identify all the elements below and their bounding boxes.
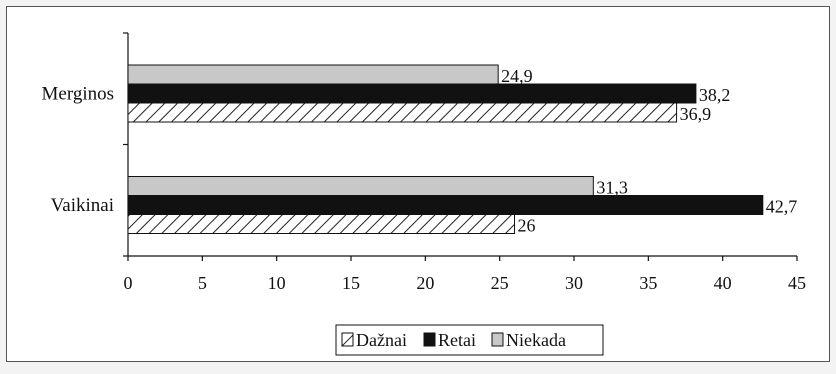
x-tick-label: 25 — [491, 273, 509, 293]
data-label: 38,2 — [699, 85, 731, 105]
bar-niekada — [127, 64, 499, 85]
legend-label: Niekada — [506, 330, 566, 350]
legend-box — [335, 324, 604, 356]
data-label: 26 — [518, 216, 536, 236]
legend-swatch-niekada — [491, 332, 504, 347]
data-label: 31,3 — [596, 178, 628, 198]
bar-retai — [127, 195, 764, 215]
data-label: 42,7 — [766, 197, 798, 217]
bar-dažnai — [127, 102, 678, 123]
x-tick-label: 40 — [714, 273, 732, 293]
x-tick-label: 30 — [565, 273, 583, 293]
data-label: 36,9 — [680, 104, 712, 124]
legend: Dažnai Retai Niekada — [335, 324, 604, 356]
x-tick-label: 20 — [416, 273, 434, 293]
x-tick-label: 35 — [639, 273, 657, 293]
x-tick-label: 15 — [342, 273, 360, 293]
x-tick-label: 10 — [268, 273, 286, 293]
bar-dažnai — [127, 214, 516, 234]
bar-retai — [127, 83, 697, 104]
legend-label: Retai — [438, 330, 476, 350]
plot-area: 0 5 10 15 20 25 30 35 40 45 24,9 38,236,9 Merginos 31… — [42, 32, 806, 293]
legend-swatch-dažnai — [341, 332, 354, 347]
category-label: Merginos — [42, 84, 114, 105]
x-tick-label: 0 — [124, 273, 133, 293]
legend-label: Dažnai — [356, 330, 407, 350]
data-label: 24,9 — [501, 66, 533, 86]
category-label: Vaikinai — [51, 195, 114, 216]
bar-niekada — [127, 176, 594, 196]
legend-swatch-retai — [423, 332, 436, 347]
x-tick-label: 45 — [788, 273, 806, 293]
x-tick-label: 5 — [198, 273, 207, 293]
